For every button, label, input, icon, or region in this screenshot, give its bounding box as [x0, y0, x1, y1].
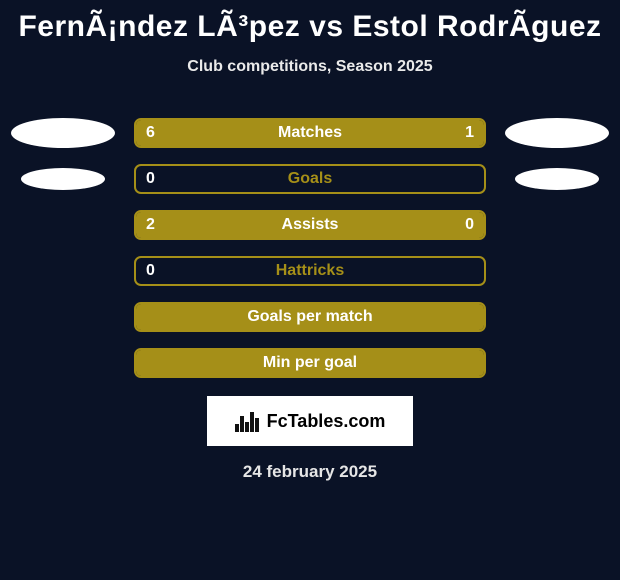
stat-row: 0Hattricks	[0, 248, 620, 294]
stat-label: Goals	[136, 170, 484, 188]
stat-value-left: 2	[146, 216, 155, 234]
avatar-placeholder	[505, 118, 609, 148]
stat-label: Min per goal	[136, 354, 484, 372]
stat-label: Hattricks	[136, 262, 484, 280]
page-subtitle: Club competitions, Season 2025	[0, 58, 620, 76]
stat-value-left: 6	[146, 124, 155, 142]
footer-date: 24 february 2025	[0, 462, 620, 482]
stat-row: 6 1Matches	[0, 110, 620, 156]
logo-plate: FcTables.com	[207, 396, 413, 446]
left-side	[7, 118, 119, 148]
stat-bar: 0Hattricks	[134, 256, 486, 286]
stat-row: 0Goals	[0, 156, 620, 202]
page-title: FernÃ¡ndez LÃ³pez vs Estol RodrÃ­guez	[0, 0, 620, 44]
stat-bar: 0Goals	[134, 164, 486, 194]
stat-row: 2 0Assists	[0, 202, 620, 248]
stats-rows: 61Matches0Goals20Assists0HattricksGoals …	[0, 110, 620, 386]
stat-value-left: 0	[146, 170, 155, 188]
stat-value-left: 0	[146, 262, 155, 280]
stat-bar: Min per goal	[134, 348, 486, 378]
avatar-placeholder	[515, 168, 599, 190]
stat-value-right: 0	[465, 216, 474, 234]
logo-text: FcTables.com	[267, 411, 386, 432]
right-side	[501, 168, 613, 190]
stat-label: Assists	[136, 216, 484, 234]
stat-label: Matches	[136, 124, 484, 142]
stat-row: Min per goal	[0, 340, 620, 386]
stat-bar: 6 1Matches	[134, 118, 486, 148]
stat-value-right: 1	[465, 124, 474, 142]
bars-icon	[235, 410, 261, 432]
avatar-placeholder	[11, 118, 115, 148]
stat-row: Goals per match	[0, 294, 620, 340]
stat-label: Goals per match	[136, 308, 484, 326]
stat-bar: Goals per match	[134, 302, 486, 332]
left-side	[7, 168, 119, 190]
stat-bar: 2 0Assists	[134, 210, 486, 240]
right-side	[501, 118, 613, 148]
avatar-placeholder	[21, 168, 105, 190]
